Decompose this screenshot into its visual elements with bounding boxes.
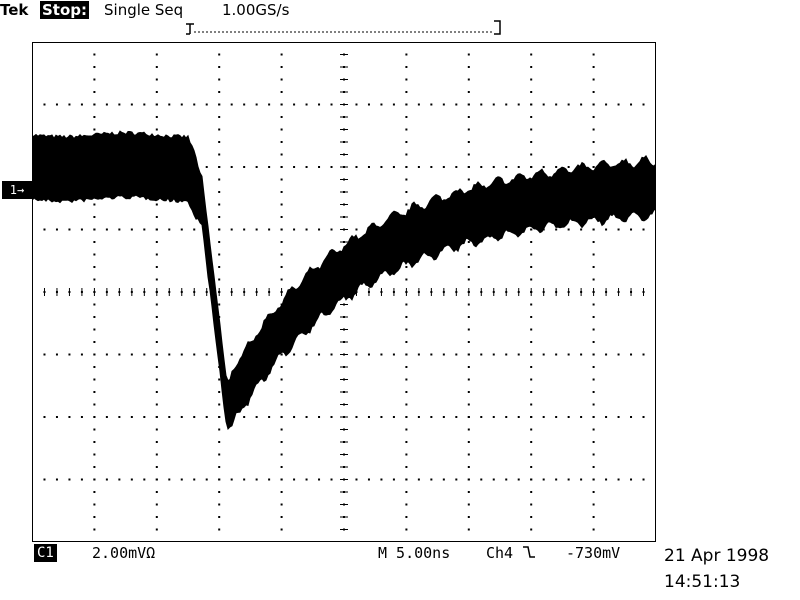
vertical-scale: 2.00mVΩ <box>92 544 156 562</box>
acquisition-mode[interactable]: Single Seq <box>104 1 184 19</box>
trigger-position-icon <box>186 23 194 35</box>
capture-date: 21 Apr 1998 <box>664 546 770 566</box>
channel-1-marker[interactable]: 1→ <box>2 181 32 199</box>
graticule <box>32 42 645 542</box>
falling-edge-icon <box>523 546 536 558</box>
record-position-indicator <box>186 20 501 35</box>
channel-1-badge[interactable]: C1 <box>34 544 57 562</box>
trigger-source: Ch4 <box>486 544 514 562</box>
waveform-display <box>32 42 656 542</box>
channel-1-trace <box>32 130 656 430</box>
run-state-badge[interactable]: Stop: <box>40 1 90 19</box>
capture-time: 14:51:13 <box>664 572 741 592</box>
status-bar: Tek Stop: Single Seq 1.00GS/s <box>0 0 800 20</box>
sample-rate: 1.00GS/s <box>222 1 290 19</box>
timebase-readout: M 5.00ns <box>378 544 451 562</box>
brand-label: Tek <box>0 1 29 19</box>
trigger-level: -730mV <box>566 544 621 562</box>
trigger-readout: Ch4 <box>486 544 536 562</box>
